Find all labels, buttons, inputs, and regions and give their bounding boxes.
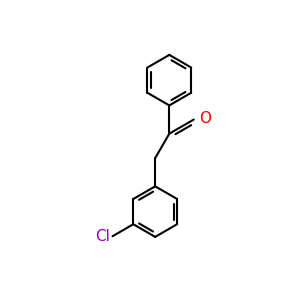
Text: O: O [199,110,211,125]
Text: Cl: Cl [95,229,110,244]
